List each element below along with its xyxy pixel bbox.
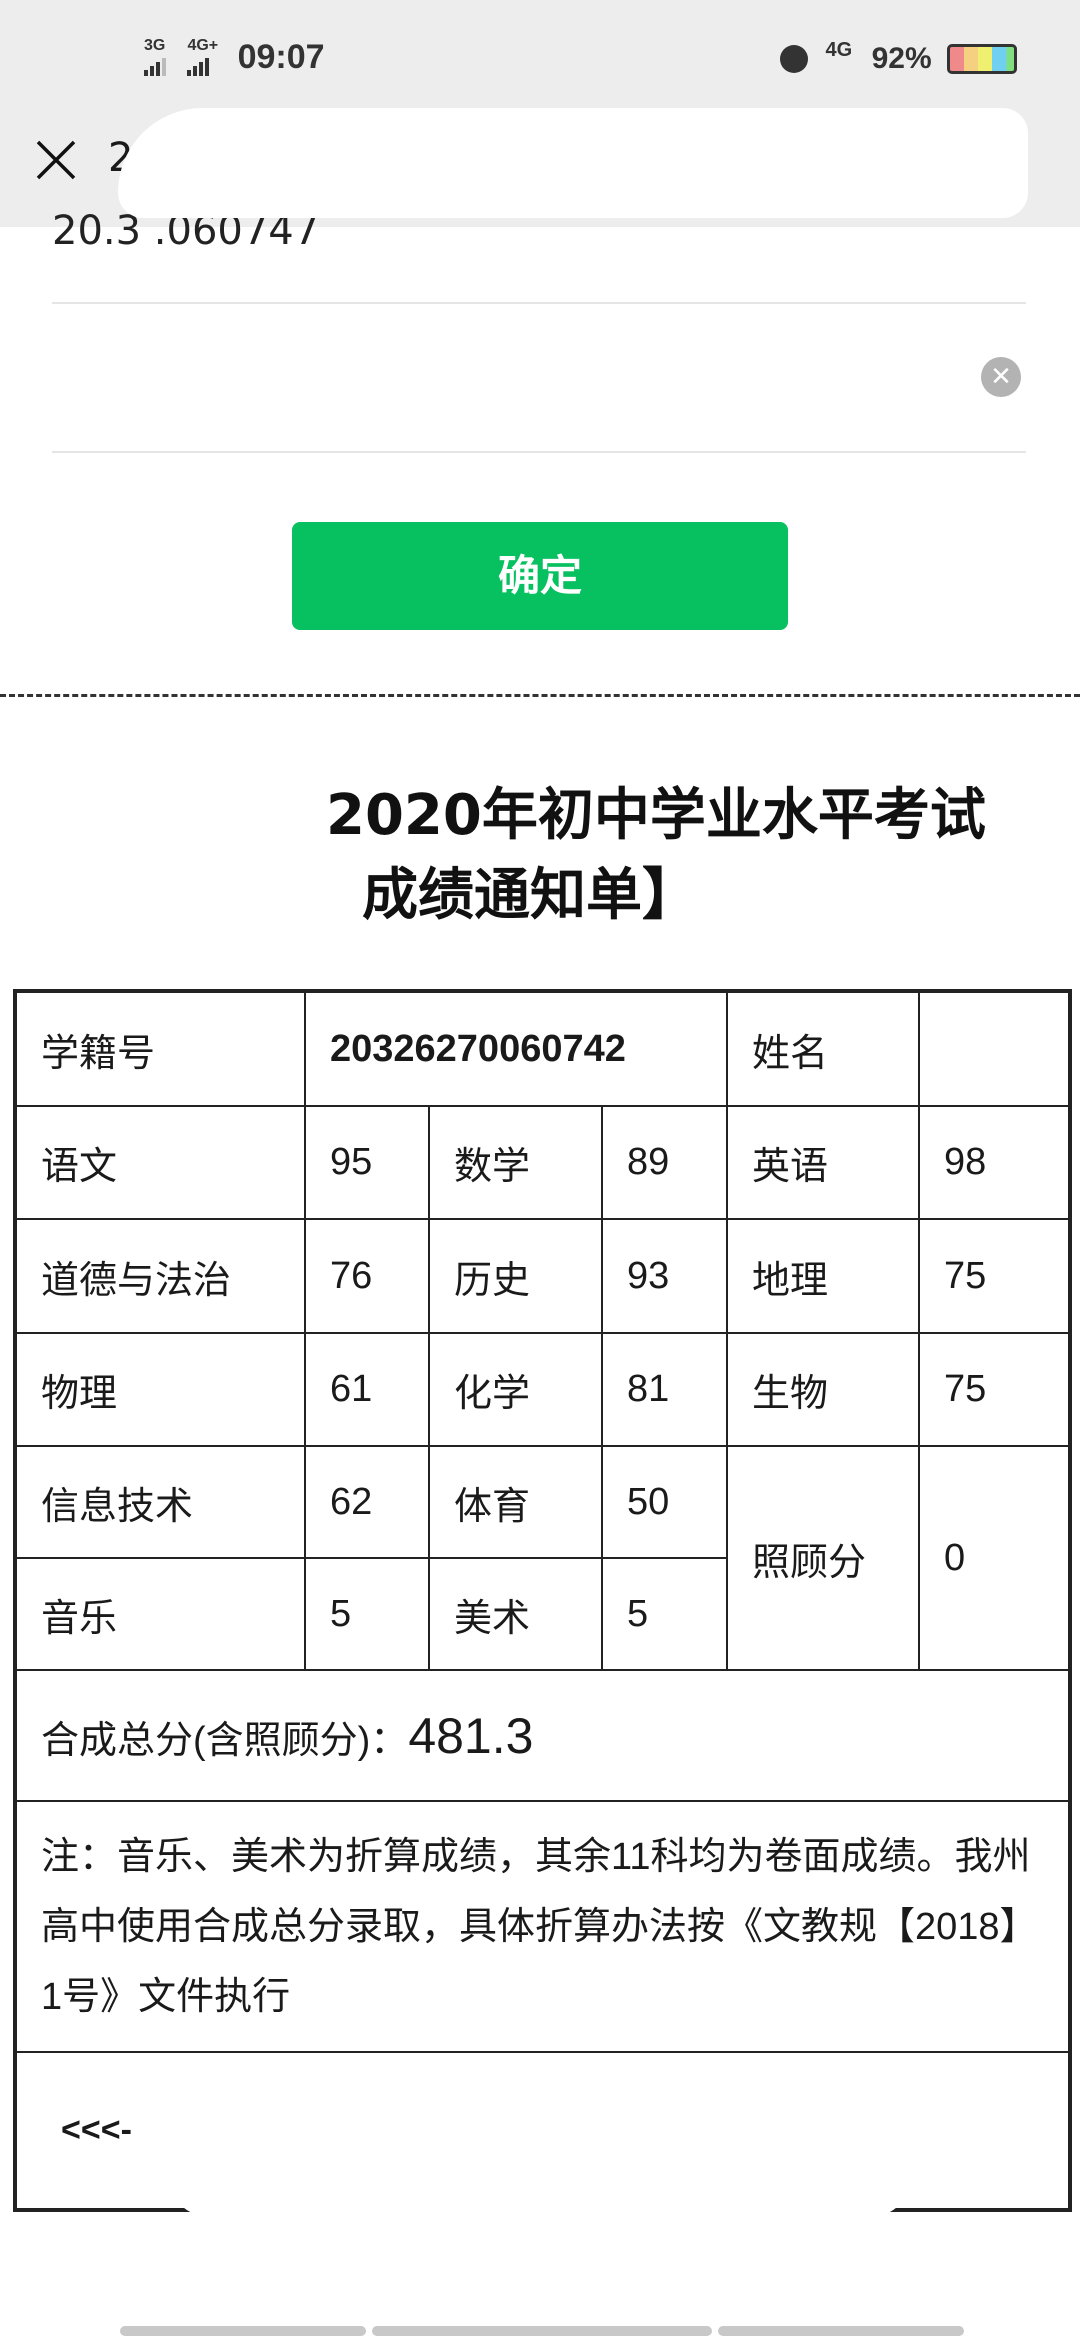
notice-title: 2020年初中学业水平考试: [326, 783, 986, 848]
status-right: 4G 92%: [780, 38, 1018, 77]
subject-label: 化学: [428, 1332, 603, 1447]
score: 89: [600, 1105, 729, 1220]
table-row: 语文 95 数学 89 英语 98: [14, 1105, 1072, 1220]
redaction: [160, 2090, 920, 2220]
sim2-signal-icon: 4G+: [187, 38, 218, 76]
subject-label: 地理: [726, 1218, 921, 1334]
close-icon[interactable]: [34, 138, 78, 182]
total-row: 合成总分(含照顾分)：481.3: [13, 1669, 1072, 1802]
score: 95: [304, 1105, 430, 1220]
score: 61: [304, 1332, 430, 1447]
subject-label: 英语: [726, 1105, 921, 1220]
dashed-divider: [0, 694, 1080, 697]
status-left: 3G 4G+ 09:07: [144, 38, 325, 77]
total-value: 481.3: [408, 1707, 534, 1764]
scrollbar-segment[interactable]: [120, 2326, 366, 2336]
network-label: 4G: [825, 39, 853, 61]
divider: [52, 451, 1026, 453]
sim1-label: 3G: [144, 37, 166, 54]
divider: [52, 302, 1026, 304]
subject-label: 美术: [428, 1557, 603, 1671]
battery-percent: 92%: [871, 42, 932, 75]
notice-title-line2: 成绩通知单】: [362, 863, 698, 928]
subject-label: 生物: [726, 1332, 921, 1447]
sim1-signal-icon: 3G: [144, 38, 168, 76]
name-label: 姓名: [726, 990, 921, 1107]
table-row: 学籍号 20326270060742 姓名: [14, 990, 1072, 1107]
student-id-value: 20326270060742: [303, 990, 729, 1107]
score: 5: [600, 1557, 729, 1671]
care-points-label: 照顾分: [726, 1445, 921, 1671]
name-value: [918, 990, 1072, 1107]
subject-label: 语文: [14, 1105, 306, 1220]
total-label: 合成总分(含照顾分)：: [41, 1719, 409, 1762]
table-row: 道德与法治 76 历史 93 地理 75: [14, 1218, 1072, 1334]
scrollbar-segment[interactable]: [718, 2326, 964, 2336]
subject-label: 体育: [428, 1445, 603, 1559]
redaction: [118, 108, 1028, 218]
note-row: 注：音乐、美术为折算成绩，其余11科均为卷面成绩。我州高中使用合成总分录取，具体…: [13, 1800, 1072, 2053]
note-text: 注：音乐、美术为折算成绩，其余11科均为卷面成绩。我州高中使用合成总分录取，具体…: [13, 1800, 1072, 2053]
subject-label: 信息技术: [14, 1445, 306, 1559]
score-table: 学籍号 20326270060742 姓名 语文 95 数学 89 英语 98 道德与…: [13, 989, 1073, 2212]
subject-label: 道德与法治: [14, 1218, 306, 1334]
subject-label: 音乐: [14, 1557, 306, 1671]
table-row: 音乐 5 美术 5: [14, 1557, 1070, 1671]
clear-input-icon[interactable]: ✕: [981, 357, 1021, 397]
score: 50: [600, 1445, 729, 1559]
confirm-button[interactable]: 确定: [292, 522, 788, 630]
student-id-label: 学籍号: [14, 990, 306, 1107]
battery-icon: [947, 44, 1018, 75]
score: 62: [304, 1445, 430, 1559]
score: 81: [600, 1332, 729, 1447]
score: 75: [918, 1332, 1072, 1447]
score: 76: [304, 1218, 430, 1334]
alarm-icon: [780, 45, 808, 74]
score: 93: [600, 1218, 729, 1334]
care-points-value: 0: [918, 1445, 1072, 1671]
subject-label: 数学: [428, 1105, 603, 1220]
score: 75: [918, 1218, 1072, 1334]
subject-label: 物理: [14, 1332, 306, 1447]
score: 98: [918, 1105, 1072, 1220]
table-row: 物理 61 化学 81 生物 75: [14, 1332, 1072, 1447]
clock: 09:07: [237, 38, 325, 76]
table-row: 信息技术 62 体育 50 照顾分 0: [14, 1445, 1072, 1671]
total-score: 合成总分(含照顾分)：481.3: [13, 1669, 1072, 1802]
score: 5: [304, 1557, 430, 1671]
scrollbar-segment[interactable]: [372, 2326, 712, 2336]
sim2-label: 4G+: [187, 37, 219, 54]
subject-label: 历史: [428, 1218, 603, 1334]
